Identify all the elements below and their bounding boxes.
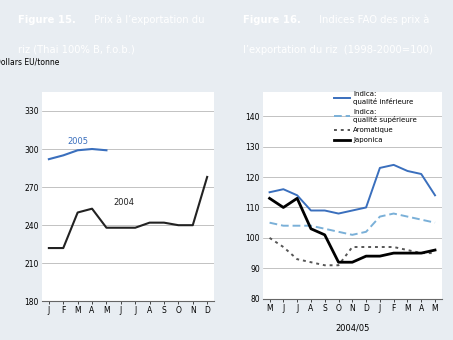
Text: 2004/05: 2004/05 — [335, 324, 370, 333]
Text: riz (Thai 100% B, f.o.b.): riz (Thai 100% B, f.o.b.) — [18, 45, 135, 55]
Legend: Indica:
qualité inférieure, Indica:
qualité supérieure, Aromatique, Japonica: Indica: qualité inférieure, Indica: qual… — [334, 91, 417, 143]
Text: l’exportation du riz  (1998-2000=100): l’exportation du riz (1998-2000=100) — [243, 45, 433, 55]
Text: Indices FAO des prix à: Indices FAO des prix à — [316, 15, 429, 26]
Text: Figure 16.: Figure 16. — [243, 15, 301, 25]
Text: Dollars EU/tonne: Dollars EU/tonne — [0, 58, 59, 67]
Text: Prix à l’exportation du: Prix à l’exportation du — [91, 15, 204, 26]
Text: 2004: 2004 — [114, 198, 135, 207]
Text: Figure 15.: Figure 15. — [18, 15, 76, 25]
Text: 2005: 2005 — [67, 137, 89, 146]
